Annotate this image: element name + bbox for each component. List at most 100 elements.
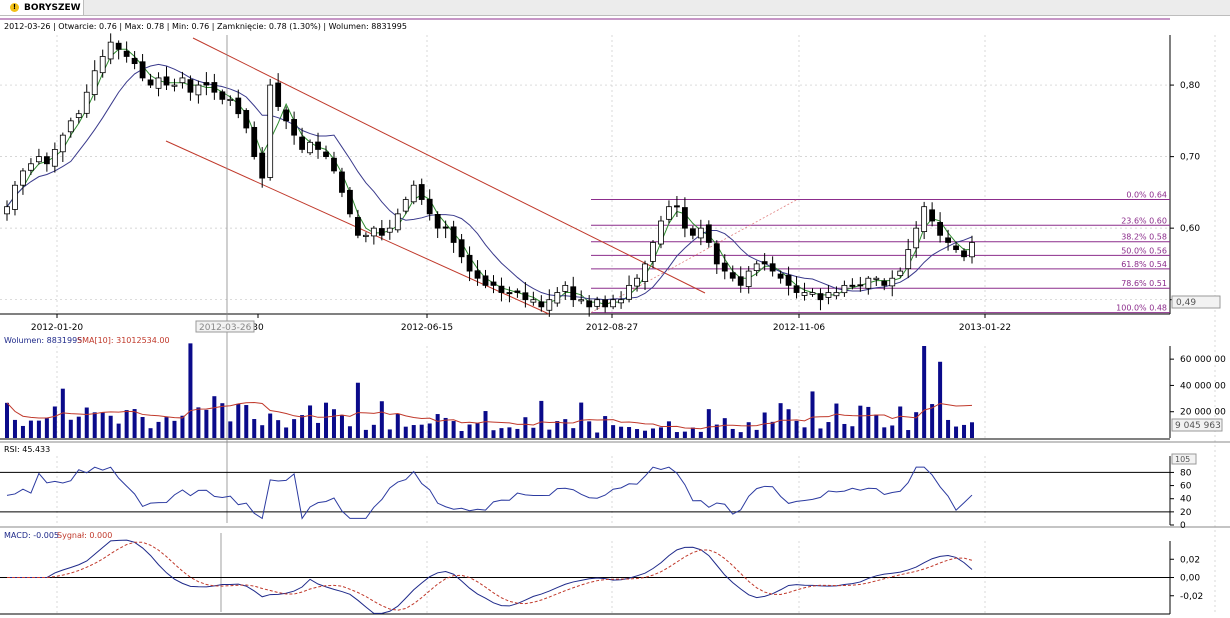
candle-body: [67, 120, 74, 133]
candle-body: [602, 299, 609, 308]
rsi-tick-label: 0: [1180, 521, 1186, 531]
fib-level-label: 61.8% 0.54: [1121, 260, 1167, 269]
candle-body: [362, 234, 369, 237]
volume-bar: [706, 409, 711, 438]
volume-bar: [954, 426, 959, 438]
candle-body: [498, 285, 505, 293]
candle-body: [841, 284, 848, 294]
volume-tick-label: 60 000 00: [1180, 355, 1226, 365]
candle-body: [674, 205, 680, 208]
candle-body: [889, 277, 896, 287]
macd-tick-label: 0,00: [1180, 574, 1200, 584]
volume-value: 9 045 963: [1175, 421, 1221, 431]
candle-body: [969, 242, 975, 258]
candle-body: [171, 84, 178, 87]
candle-body: [554, 292, 561, 304]
volume-bar: [611, 425, 616, 438]
candle-body: [211, 82, 218, 93]
volume-bar: [156, 421, 161, 438]
volume-bar: [132, 409, 137, 438]
info-text: 2012-03-26 | Otwarcie: 0.76 | Max: 0.78 …: [4, 22, 407, 31]
candle-body: [689, 228, 696, 236]
volume-bar: [371, 424, 376, 438]
volume-bar: [818, 428, 823, 438]
cursor-date-box: [195, 320, 255, 333]
candle-body: [937, 222, 943, 236]
volume-bar: [347, 426, 352, 438]
volume-bar: [643, 430, 648, 438]
volume-bar: [603, 416, 608, 438]
candle-body: [299, 136, 305, 150]
volume-bar: [946, 419, 951, 438]
volume-bar: [898, 406, 903, 438]
candle-body: [801, 292, 808, 296]
candle-body: [905, 249, 912, 270]
volume-bar: [786, 409, 791, 438]
fibonacci-retracement[interactable]: 0.0% 0.64 23.6% 0.60 38.2% 0.58 50.0% 0.56 6…: [590, 191, 1170, 314]
volume-bar: [922, 346, 927, 438]
volume-bar: [730, 428, 735, 438]
price-axis: 0,800,700,600,50: [1170, 81, 1200, 306]
candle-body: [355, 217, 361, 236]
volume-bar: [411, 425, 416, 438]
candle-body: [131, 57, 138, 65]
candle-body: [881, 280, 888, 286]
price-tick-label: 0,60: [1180, 224, 1200, 234]
candle-body: [251, 126, 258, 158]
candle-body: [857, 284, 864, 287]
date-axis: 2012-01-20 30 2012-06-15 2012-08-27 2012-11-…: [31, 314, 1011, 333]
candle-body: [490, 281, 497, 286]
fib-trend-line: [590, 199, 798, 313]
volume-bar: [866, 406, 871, 438]
candle-body: [570, 286, 577, 301]
candle-body: [179, 77, 186, 84]
rsi-line: [0, 466, 1170, 520]
candle-body: [514, 290, 521, 293]
volume-bar: [794, 420, 799, 438]
volume-bar: [563, 419, 568, 438]
volume-bar: [666, 421, 671, 438]
volume-bar: [930, 404, 935, 438]
volume-bar: [100, 412, 105, 438]
volume-bar: [698, 431, 703, 438]
volume-bar: [459, 431, 464, 438]
tab-boryszew[interactable]: ! BORYSZEW: [0, 0, 84, 15]
volume-bar: [148, 428, 153, 438]
volume-bar: [531, 427, 536, 438]
candle-body: [793, 285, 800, 293]
fib-level-label: 100.0% 0.48: [1116, 304, 1167, 313]
candle-body: [945, 237, 951, 243]
volume-bar: [20, 425, 25, 438]
candle-body: [642, 263, 648, 282]
candle-body: [75, 113, 82, 118]
date-tick-label: 2012-08-27: [586, 323, 638, 333]
volume-bar: [36, 420, 41, 438]
volume-bar: [499, 428, 504, 438]
candle-body: [761, 261, 768, 265]
volume-bar: [834, 403, 839, 438]
volume-bar: [467, 424, 472, 438]
candle-body: [634, 277, 640, 287]
candle-body: [921, 206, 928, 232]
volume-bar: [762, 412, 767, 438]
volume-bar: [196, 407, 201, 438]
candlesticks: [4, 33, 975, 317]
volume-bars: [5, 343, 974, 438]
volume-bar: [658, 427, 663, 438]
candle-body: [147, 79, 154, 86]
volume-bar: [938, 361, 943, 438]
trend-channel[interactable]: [165, 37, 706, 315]
candle-body: [705, 224, 712, 243]
volume-bar: [220, 403, 225, 438]
volume-bar: [260, 425, 265, 438]
candle-body: [833, 292, 840, 297]
volume-bar: [140, 417, 145, 438]
fib-level-label: 23.6% 0.60: [1121, 216, 1167, 225]
candle-body: [219, 91, 226, 100]
volume-bar: [252, 419, 257, 438]
candle-body: [586, 300, 593, 308]
volume-bar: [491, 430, 496, 438]
candle-body: [442, 226, 449, 229]
candle-body: [323, 151, 329, 158]
